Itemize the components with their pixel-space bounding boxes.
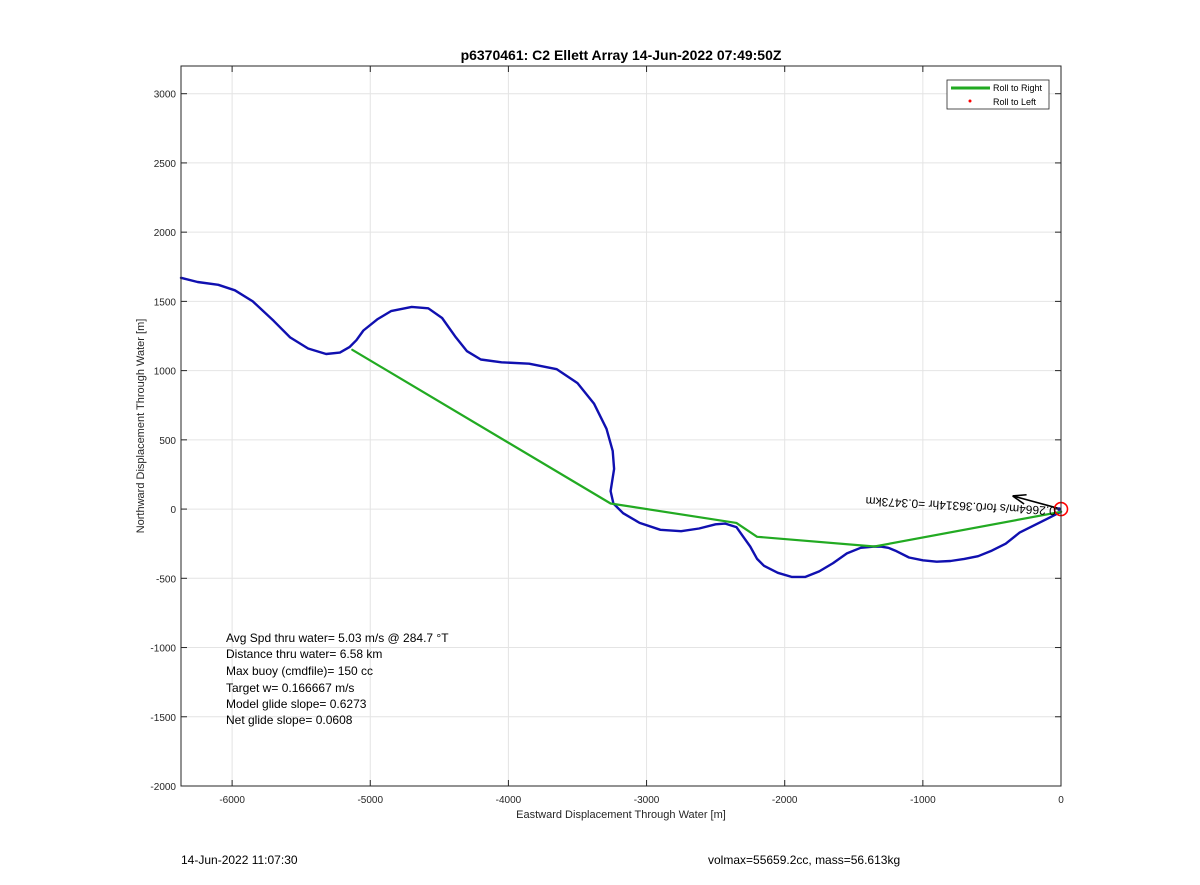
y-tick-label: 2500 bbox=[154, 159, 177, 170]
legend-label-roll-left: Roll to Left bbox=[993, 97, 1037, 107]
footer-date: 14-Jun-2022 11:07:30 bbox=[181, 853, 298, 867]
x-tick-label: -4000 bbox=[496, 795, 522, 806]
x-tick-label: -5000 bbox=[357, 795, 383, 806]
y-tick-label: -500 bbox=[156, 574, 176, 585]
legend-box bbox=[946, 79, 1050, 110]
annotation-max-buoy: Max buoy (cmdfile)= 150 cc bbox=[226, 664, 373, 678]
legend: Roll to Right Roll to Left bbox=[946, 79, 1050, 110]
x-tick-label: 0 bbox=[1058, 795, 1064, 806]
annotation-block: Avg Spd thru water= 5.03 m/s @ 284.7 °T … bbox=[226, 631, 449, 727]
legend-label-roll-right: Roll to Right bbox=[993, 83, 1043, 93]
footer-info: volmax=55659.2cc, mass=56.613kg bbox=[708, 853, 901, 867]
series-roll-right-line bbox=[351, 348, 1063, 548]
x-axis-label: Eastward Displacement Through Water [m] bbox=[516, 809, 726, 821]
y-axis-label: Northward Displacement Through Water [m] bbox=[135, 319, 147, 534]
x-tick-label: -2000 bbox=[772, 795, 798, 806]
plot-background bbox=[181, 66, 1061, 786]
annotation-avg-speed: Avg Spd thru water= 5.03 m/s @ 284.7 °T bbox=[226, 631, 449, 645]
plot-frame bbox=[180, 65, 1062, 787]
annotation-target-w: Target w= 0.166667 m/s bbox=[226, 681, 354, 695]
annotation-net-glide: Net glide slope= 0.0608 bbox=[226, 713, 353, 727]
current-arrow-head bbox=[1012, 493, 1027, 497]
y-tick-label: 1000 bbox=[154, 367, 177, 378]
series-track-line bbox=[179, 276, 1063, 579]
y-tick-label: 500 bbox=[159, 436, 176, 447]
x-tick-label: -1000 bbox=[910, 795, 936, 806]
current-arrow-shaft bbox=[1012, 495, 1062, 510]
y-tick-label: 2000 bbox=[154, 228, 177, 239]
series-layer bbox=[179, 276, 1063, 579]
annotation-model-glide: Model glide slope= 0.6273 bbox=[226, 697, 367, 711]
annotation-distance: Distance thru water= 6.58 km bbox=[226, 647, 382, 661]
y-tick-label: -1000 bbox=[150, 644, 176, 655]
y-tick-label: -2000 bbox=[150, 782, 176, 793]
x-tick-label: -3000 bbox=[634, 795, 660, 806]
x-tick-label: -6000 bbox=[219, 795, 245, 806]
legend-dot-swatch bbox=[968, 99, 972, 103]
current-arrow-head bbox=[1012, 495, 1025, 505]
y-tick-label: 0 bbox=[170, 505, 176, 516]
chart-title: p6370461: C2 Ellett Array 14-Jun-2022 07… bbox=[461, 47, 782, 63]
y-tick-label: 3000 bbox=[154, 90, 177, 101]
y-tick-label: -1500 bbox=[150, 713, 176, 724]
ticks: -6000 -5000 -4000 -3000 -2000 -1000 0-2000-150… bbox=[150, 66, 1064, 806]
grid bbox=[181, 66, 1062, 787]
y-tick-label: 1500 bbox=[154, 297, 177, 308]
